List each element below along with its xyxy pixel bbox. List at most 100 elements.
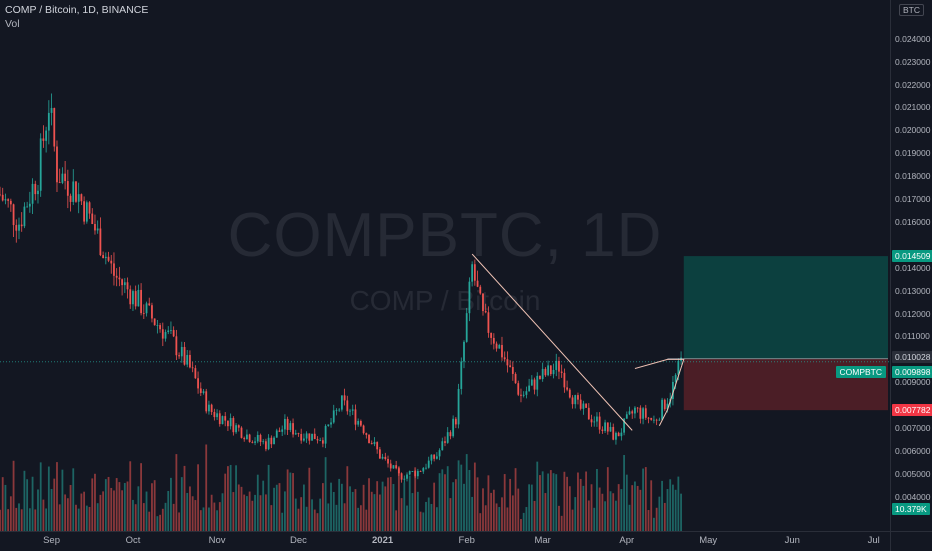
volume-bar — [42, 499, 45, 531]
chart-area[interactable]: COMPBTC, 1D COMP / Bitcoin COMP / Bitcoi… — [0, 0, 890, 531]
candle-body — [104, 256, 107, 259]
candle-body — [129, 289, 132, 305]
volume-bar — [172, 503, 175, 531]
candle-body — [582, 403, 585, 409]
volume-bar — [145, 491, 148, 531]
volume-bar — [210, 494, 213, 531]
candle-body — [338, 409, 341, 411]
candle-body — [544, 368, 547, 376]
volume-bar — [566, 476, 569, 531]
candle-body — [235, 425, 237, 433]
volume-bar — [677, 476, 680, 531]
volume-bar — [246, 496, 248, 531]
price-tick-label: 0.023000 — [895, 56, 931, 67]
volume-bar — [365, 509, 368, 531]
volume-legend[interactable]: Vol — [5, 18, 20, 30]
volume-bar — [102, 491, 105, 531]
volume-bar — [99, 494, 102, 531]
time-tick-label: Apr — [619, 535, 635, 546]
candle-body — [457, 388, 460, 425]
volume-bar — [113, 490, 115, 531]
volume-bar — [555, 474, 558, 531]
candle-body — [64, 173, 67, 182]
candle-body — [50, 108, 53, 113]
candlestick-plot[interactable] — [0, 0, 890, 531]
candle-body — [408, 471, 411, 475]
candle-body — [305, 433, 308, 439]
candle-body — [121, 279, 124, 286]
volume-bar — [134, 504, 137, 531]
volume-bar — [639, 489, 642, 531]
candle-body — [88, 202, 91, 214]
volume-bar — [159, 514, 161, 531]
volume-bar — [53, 478, 56, 531]
volume-bar — [132, 499, 134, 531]
chart-title[interactable]: COMP / Bitcoin, 1D, BINANCE — [5, 4, 149, 16]
price-tick-label: 0.006000 — [895, 445, 931, 456]
candle-body — [243, 437, 246, 440]
volume-bar — [148, 511, 151, 531]
volume-bar — [549, 470, 552, 531]
candle-body — [411, 471, 414, 472]
candle-body — [574, 395, 577, 405]
volume-bar — [460, 464, 463, 531]
candle-body — [132, 291, 134, 305]
candle-body — [389, 463, 392, 469]
volume-bar — [300, 497, 303, 531]
volume-bar — [395, 510, 398, 531]
target-zone — [683, 256, 888, 359]
volume-bar — [650, 480, 653, 531]
volume-bar — [278, 483, 281, 531]
candle-body — [349, 410, 351, 412]
volume-bar — [601, 493, 604, 531]
candle-body — [395, 465, 398, 469]
candle-body — [145, 303, 148, 314]
volume-bar — [340, 483, 343, 531]
candle-body — [666, 403, 669, 410]
volume-bar — [254, 494, 256, 531]
candle-body — [596, 416, 598, 422]
candle-body — [56, 146, 58, 183]
candle-body — [568, 389, 571, 398]
volume-bar — [666, 489, 669, 531]
volume-bar — [80, 493, 83, 531]
candle-body — [343, 395, 346, 401]
volume-bar — [194, 500, 197, 531]
volume-bar — [479, 513, 482, 531]
candle-body — [577, 395, 579, 400]
price-tick-label: 0.018000 — [895, 171, 931, 182]
candle-body — [118, 277, 121, 280]
volume-bar — [161, 508, 164, 531]
candle-body — [313, 433, 316, 440]
volume-bar — [419, 511, 422, 531]
volume-bar — [167, 490, 170, 531]
candle-body — [509, 365, 512, 368]
price-axis[interactable]: 0.024000 0.023000 0.022000 0.021000 0.020000… — [890, 0, 932, 531]
volume-bar — [121, 490, 124, 531]
volume-bar — [50, 489, 53, 531]
volume-bar — [156, 516, 159, 531]
volume-bars — [0, 444, 682, 531]
candle-body — [414, 471, 417, 477]
candle-body — [80, 194, 83, 202]
price-tick-label: 0.012000 — [895, 308, 931, 319]
volume-bar — [346, 466, 349, 531]
candle-body — [346, 400, 349, 412]
price-tick-label: 0.022000 — [895, 79, 931, 90]
time-axis[interactable]: Sep Oct Nov Dec 2021 Feb Mar Apr May Jun Jul — [0, 531, 890, 551]
candle-body — [265, 441, 267, 450]
candle-body — [259, 434, 262, 442]
volume-bar — [655, 507, 658, 531]
candle-body — [61, 173, 64, 183]
volume-bar — [104, 479, 107, 531]
volume-bar — [18, 503, 20, 531]
volume-bar — [465, 454, 468, 531]
currency-button[interactable]: BTC — [899, 4, 924, 16]
candle-body — [362, 425, 365, 434]
volume-bar — [294, 498, 297, 531]
price-tick-label: 0.021000 — [895, 102, 931, 113]
volume-bar — [0, 509, 1, 531]
candle-body — [278, 430, 281, 432]
candle-body — [435, 456, 438, 459]
volume-bar — [129, 461, 132, 531]
